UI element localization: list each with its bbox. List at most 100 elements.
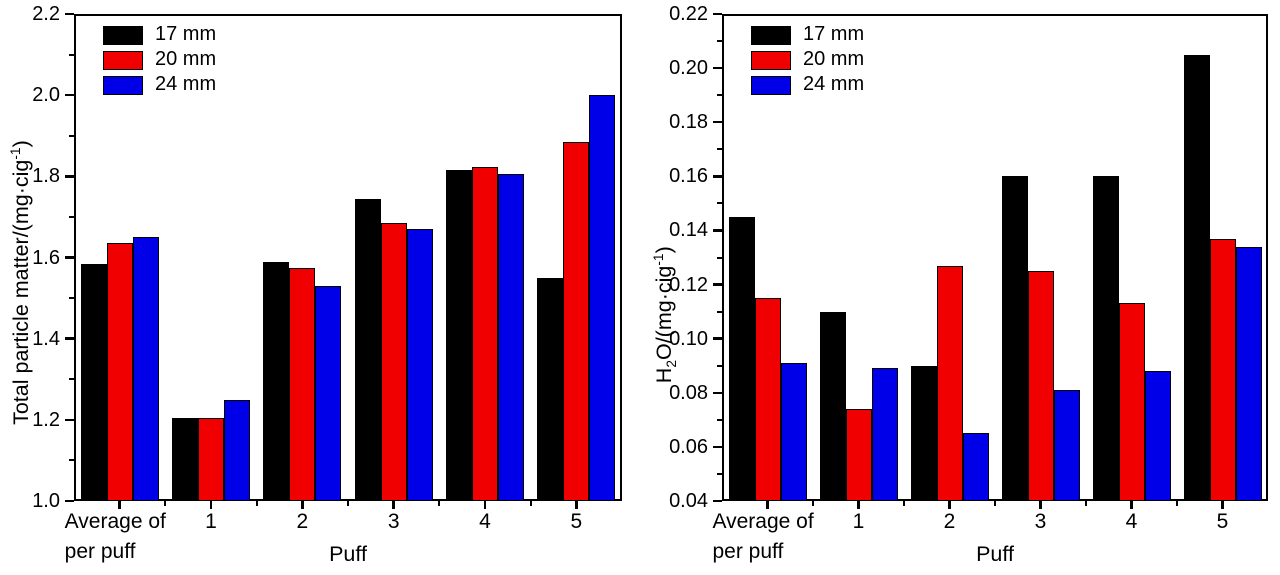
y-axis-tick-label: 1.6: [32, 246, 60, 269]
x-axis-minor-tick: [903, 501, 905, 506]
y-axis-major-tick: [713, 499, 722, 503]
legend-swatch-17mm: [751, 26, 791, 45]
y-axis-major-tick: [713, 66, 722, 70]
x-axis-title: Puff: [976, 542, 1014, 566]
bar-24mm-cat0: [780, 363, 807, 501]
bar-17mm-cat5: [1183, 54, 1210, 501]
x-axis-minor-tick: [812, 501, 814, 506]
y-axis-minor-tick: [716, 40, 722, 43]
y-axis-minor-tick: [716, 202, 722, 205]
x-axis-minor-tick: [438, 501, 441, 506]
x-axis-minor-tick: [529, 501, 532, 506]
y-axis-major-tick: [713, 120, 722, 124]
x-axis-major-tick: [301, 501, 304, 509]
legend-label-20mm: 20 mm: [155, 48, 217, 70]
right-chart-panel: Puff 0.04 0.06 0.08 0.10 0.12 0.14 0.16 0.18 0.2…: [648, 0, 1280, 575]
legend-swatch-20mm: [751, 51, 791, 70]
x-axis-minor-tick: [347, 501, 349, 506]
bar-24mm-cat5: [589, 95, 616, 501]
y-axis-tick-label: 0.06: [669, 435, 708, 458]
y-axis-tick-label: 0.04: [669, 490, 708, 512]
bar-17mm-cat2: [263, 261, 290, 501]
x-axis-minor-tick: [1085, 501, 1087, 506]
y-axis-tick-label: 0.08: [669, 381, 708, 404]
bar-20mm-cat5: [563, 141, 590, 501]
plot-frame: [74, 14, 622, 501]
y-axis-major-tick: [65, 337, 74, 340]
y-axis-tick-label: 0.18: [669, 111, 708, 134]
y-axis-title: Total particle matter/(mg·cig-1): [7, 140, 33, 425]
y-axis-minor-tick: [716, 94, 722, 97]
bar-17mm-cat5: [537, 277, 564, 501]
x-axis-minor-tick: [994, 501, 996, 506]
x-axis-major-tick: [766, 501, 769, 509]
x-category-label: Average of per puff: [64, 510, 166, 563]
bar-17mm-cat3: [354, 198, 381, 501]
y-axis-tick-label: 1.0: [32, 490, 60, 512]
x-category-label: 3: [387, 510, 400, 533]
y-axis-minor-tick: [68, 459, 74, 462]
y-axis-major-tick: [713, 12, 722, 16]
y-axis-tick-label: 0.16: [669, 165, 708, 188]
bar-20mm-cat3: [380, 223, 407, 501]
y-axis-minor-tick: [68, 134, 74, 137]
x-axis-minor-tick: [164, 501, 167, 506]
y-axis-tick-label: 0.20: [669, 57, 708, 80]
legend-label-17mm: 17 mm: [803, 23, 865, 45]
bar-24mm-cat4: [1144, 371, 1171, 501]
x-axis-major-tick: [857, 501, 860, 509]
x-axis-major-tick: [392, 501, 395, 509]
x-axis-major-tick: [118, 501, 121, 509]
x-category-label: 5: [1216, 510, 1229, 533]
y-axis-tick-label: 1.8: [32, 165, 60, 188]
y-axis-major-tick: [713, 229, 722, 232]
x-axis-major-tick: [575, 501, 578, 509]
x-axis-minor-tick: [1176, 501, 1178, 506]
x-category-label: 4: [479, 510, 491, 533]
y-axis-tick-label: 2.0: [32, 84, 60, 107]
left-chart-panel: Puff 1.0 1.2 1.4 1.6 1.8 2.0 2.2 Average of per …: [7, 3, 622, 566]
bar-20mm-cat0: [754, 298, 781, 501]
bar-24mm-cat3: [406, 229, 433, 501]
x-category-label: 1: [205, 510, 217, 533]
x-category-label: 2: [943, 510, 956, 533]
x-axis-major-tick: [209, 501, 213, 509]
bar-24mm-cat3: [1053, 390, 1080, 501]
legend-label-20mm: 20 mm: [803, 48, 865, 70]
y-axis-major-tick: [713, 283, 722, 286]
bar-20mm-cat2: [289, 267, 316, 501]
bar-20mm-cat4: [1118, 303, 1145, 501]
x-axis-minor-tick: [255, 501, 258, 506]
bar-24mm-cat1: [224, 399, 250, 501]
legend-swatch-17mm: [103, 26, 143, 45]
y-axis-title: H2O/(mg·cig-1): [650, 246, 679, 384]
bar-17mm-cat0: [728, 216, 755, 501]
y-axis-minor-tick: [716, 472, 722, 475]
bar-24mm-cat2: [962, 433, 989, 501]
bar-24mm-cat4: [498, 174, 524, 501]
x-category-label: 3: [1034, 510, 1047, 533]
y-axis-major-tick: [713, 337, 722, 340]
legend-swatch-24mm: [751, 76, 791, 95]
y-axis-minor-tick: [716, 148, 722, 151]
bar-17mm-cat2: [910, 365, 937, 501]
y-axis-minor-tick: [716, 364, 722, 367]
y-axis-minor-tick: [716, 256, 722, 259]
x-axis-major-tick: [1039, 501, 1042, 509]
x-category-label: 5: [570, 510, 583, 533]
y-axis-tick-label: 0.22: [669, 3, 708, 25]
y-axis-minor-tick: [68, 53, 74, 56]
y-axis-major-tick: [713, 391, 722, 395]
x-axis-major-tick: [1130, 501, 1133, 509]
x-axis-major-tick: [483, 501, 487, 509]
bar-20mm-cat4: [472, 167, 498, 501]
y-axis-major-tick: [65, 256, 74, 259]
y-axis-minor-tick: [716, 310, 722, 313]
bar-20mm-cat0: [106, 243, 133, 501]
y-axis-minor-tick: [716, 418, 722, 421]
y-axis-major-tick: [65, 12, 74, 16]
bar-20mm-cat1: [845, 409, 872, 501]
y-axis-major-tick: [713, 445, 722, 449]
legend-label-24mm: 24 mm: [803, 73, 865, 95]
